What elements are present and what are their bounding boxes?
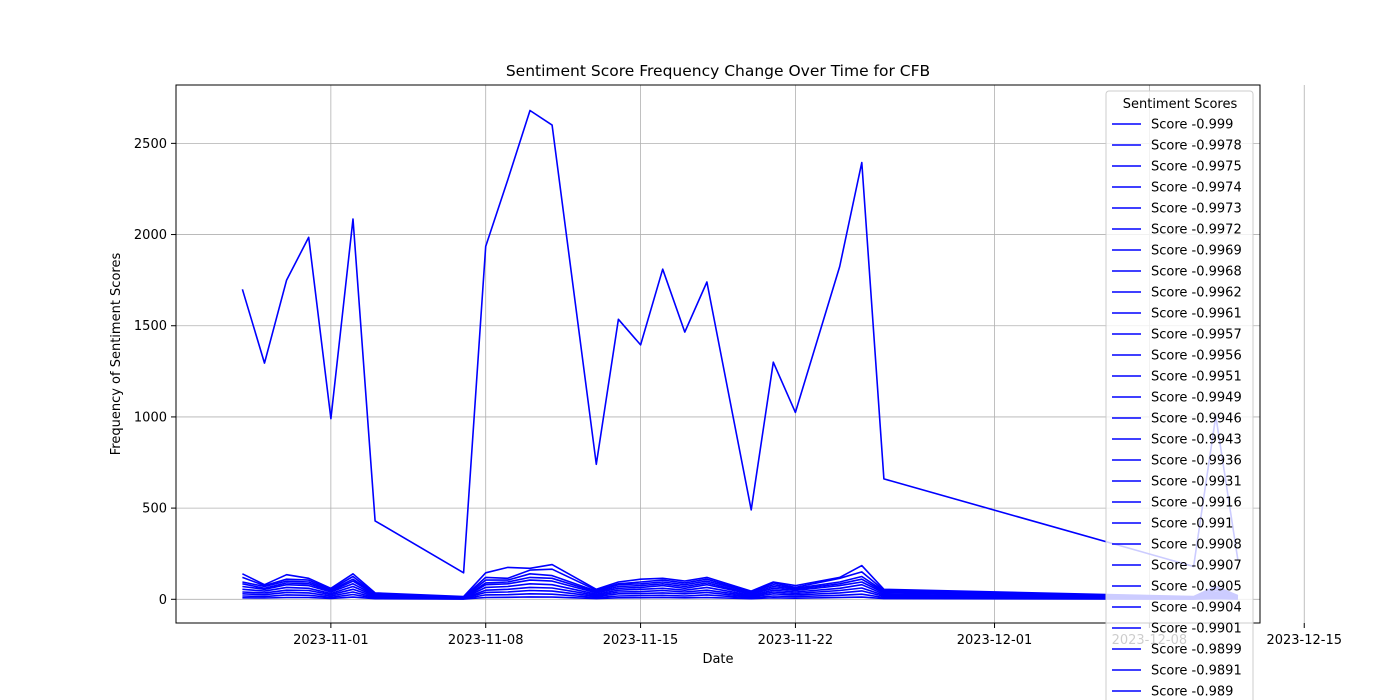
legend-entry-label: Score -0.9949 <box>1151 391 1242 406</box>
x-tick-label: 2023-12-01 <box>957 633 1033 648</box>
plot-area <box>241 109 1239 600</box>
grid <box>176 85 1305 623</box>
legend-entries: Score -0.999 Score -0.9978 Score -0.9975 Sc… <box>1112 118 1242 700</box>
legend-entry-label: Score -0.9901 <box>1151 622 1242 637</box>
legend-entry-label: Score -0.9899 <box>1151 643 1242 658</box>
legend-entry-label: Score -0.9974 <box>1151 181 1242 196</box>
legend-entry-label: Score -0.989 <box>1151 685 1233 700</box>
y-tick-label: 500 <box>142 502 167 517</box>
x-axis-label: Date <box>702 652 733 667</box>
y-tick-label: 0 <box>159 593 167 608</box>
chart-title: Sentiment Score Frequency Change Over Ti… <box>506 62 930 80</box>
y-axis-ticks: 0 500 1000 1500 2000 2500 <box>134 137 176 608</box>
series-line <box>242 576 1239 599</box>
legend-entry-label: Score -0.9969 <box>1151 244 1242 259</box>
x-tick-label: 2023-11-01 <box>293 633 369 648</box>
legend-entry-label: Score -0.9972 <box>1151 223 1242 238</box>
legend-entry-label: Score -0.9905 <box>1151 580 1242 595</box>
series-line <box>242 583 1239 599</box>
legend-entry-label: Score -0.9943 <box>1151 433 1242 448</box>
legend-entry-label: Score -0.9946 <box>1151 412 1242 427</box>
legend-entry-label: Score -0.9951 <box>1151 370 1242 385</box>
legend-entry-label: Score -0.9978 <box>1151 139 1242 154</box>
legend-entry-label: Score -0.9957 <box>1151 328 1242 343</box>
legend-entry-label: Score -0.991 <box>1151 517 1233 532</box>
x-tick-label: 2023-11-22 <box>758 633 834 648</box>
x-tick-label: 2023-11-08 <box>448 633 524 648</box>
y-tick-label: 1000 <box>134 410 167 425</box>
x-tick-label: 2023-12-15 <box>1266 633 1342 648</box>
y-tick-label: 2000 <box>134 228 167 243</box>
legend-entry-label: Score -0.9962 <box>1151 286 1242 301</box>
legend-entry-label: Score -0.9907 <box>1151 559 1242 574</box>
series-lines <box>241 109 1239 600</box>
y-axis-label: Frequency of Sentiment Scores <box>109 253 124 456</box>
legend-entry-label: Score -0.9956 <box>1151 349 1242 364</box>
legend-entry-label: Score -0.9916 <box>1151 496 1242 511</box>
series-line <box>242 593 1238 600</box>
series-line <box>242 563 1239 598</box>
series-line <box>242 589 1238 600</box>
series-line <box>242 568 1239 598</box>
series-line <box>241 109 1239 574</box>
y-tick-label: 1500 <box>134 319 167 334</box>
legend-box <box>1105 90 1254 700</box>
series-line <box>242 573 1239 599</box>
legend-entry-label: Score -0.999 <box>1151 118 1233 133</box>
legend-title: Sentiment Scores <box>1123 97 1238 112</box>
x-tick-label: 2023-11-15 <box>603 633 679 648</box>
plot-frame <box>175 84 1261 624</box>
legend-entry-label: Score -0.9936 <box>1151 454 1242 469</box>
legend-entry-label: Score -0.9973 <box>1151 202 1242 217</box>
series-line <box>242 579 1239 599</box>
legend-entry-label: Score -0.9904 <box>1151 601 1242 616</box>
legend-entry-label: Score -0.9891 <box>1151 664 1242 679</box>
legend-entry-label: Score -0.9931 <box>1151 475 1242 490</box>
series-line <box>242 586 1239 600</box>
legend-entry-label: Score -0.9908 <box>1151 538 1242 553</box>
x-axis-ticks: 2023-11-01 2023-11-08 2023-11-15 2023-11-22… <box>293 623 1342 648</box>
legend-entry-label: Score -0.9961 <box>1151 307 1242 322</box>
legend-entry-label: Score -0.9968 <box>1151 265 1242 280</box>
y-tick-label: 2500 <box>134 137 167 152</box>
legend-entry-label: Score -0.9975 <box>1151 160 1242 175</box>
series-line <box>242 596 1238 600</box>
